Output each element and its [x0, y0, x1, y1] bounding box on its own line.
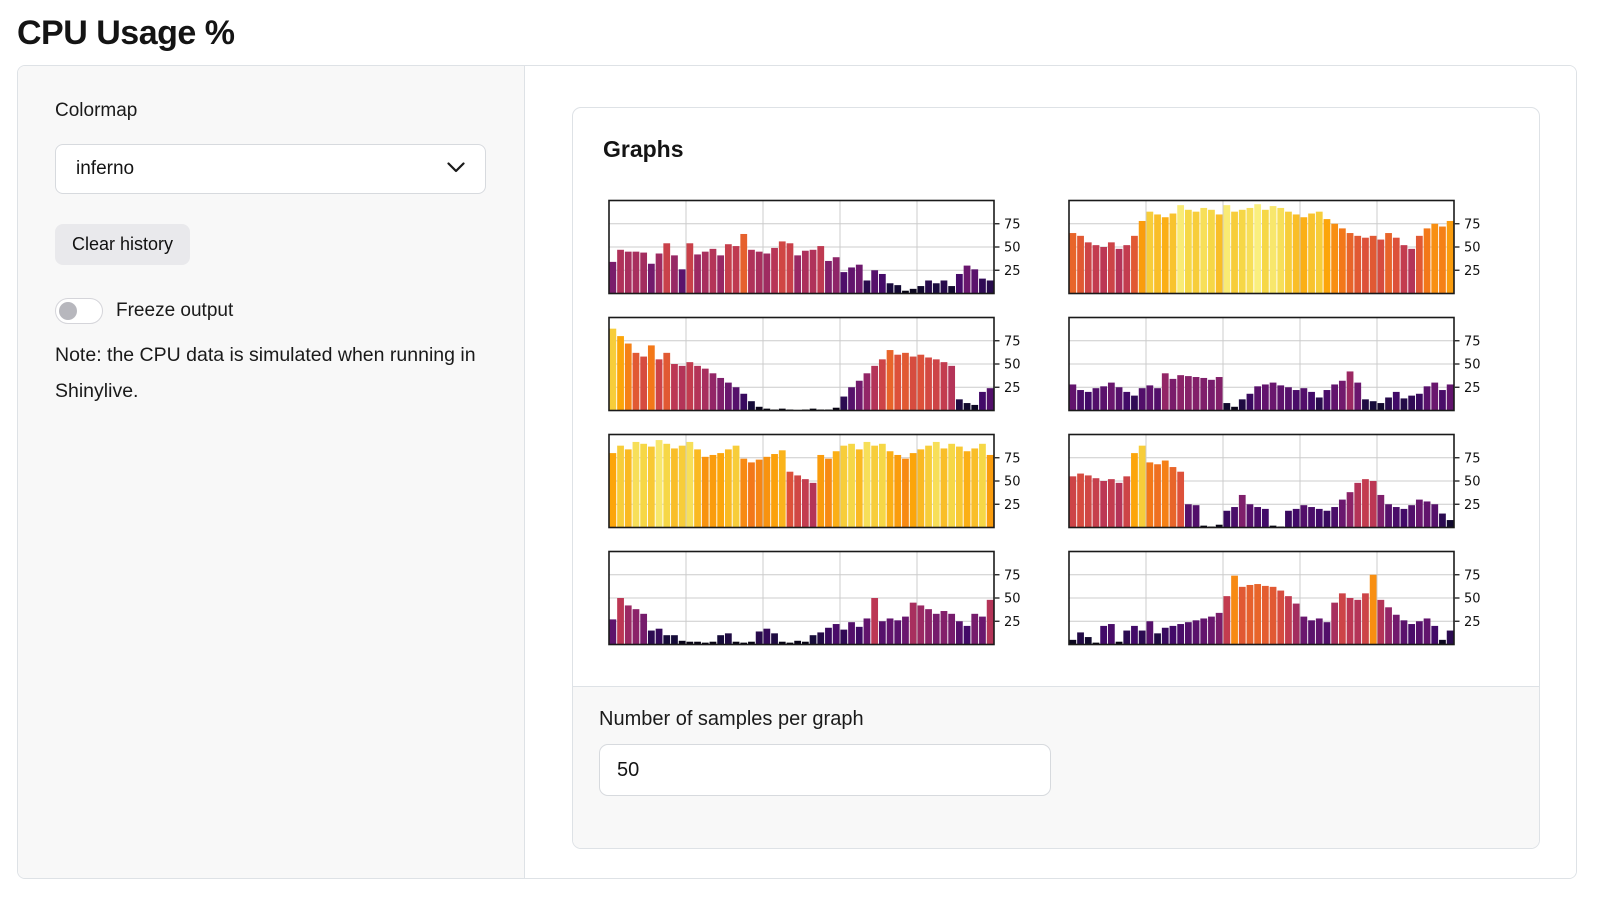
svg-text:75: 75: [1004, 217, 1021, 232]
svg-text:75: 75: [1004, 334, 1021, 349]
svg-text:25: 25: [1464, 381, 1481, 396]
samples-label: Number of samples per graph: [599, 708, 864, 730]
cpu-graph: 25 50 75: [599, 199, 1037, 295]
svg-text:25: 25: [1004, 498, 1021, 513]
graphs-card: Graphs 25 50 75 25 50 75 25 50 75 25 50 75 25 50 7…: [572, 107, 1540, 849]
sidebar-layout: Colormap inferno Clear history Freeze ou…: [17, 65, 1577, 879]
chevron-down-icon: [447, 160, 465, 178]
svg-text:25: 25: [1464, 498, 1481, 513]
svg-text:25: 25: [1004, 264, 1021, 279]
graphs-card-body: Graphs 25 50 75 25 50 75 25 50 75 25 50 75 25 50 7…: [573, 108, 1539, 686]
svg-text:75: 75: [1464, 334, 1481, 349]
svg-text:50: 50: [1464, 592, 1481, 607]
page-title: CPU Usage %: [17, 14, 235, 52]
cpu-graph: 25 50 75: [599, 316, 1037, 412]
svg-text:25: 25: [1464, 264, 1481, 279]
svg-text:75: 75: [1464, 568, 1481, 583]
svg-text:50: 50: [1464, 475, 1481, 490]
svg-text:50: 50: [1004, 241, 1021, 256]
charts-grid: 25 50 75 25 50 75 25 50 75 25 50 75 25 50 75 25 50 7…: [599, 199, 1513, 646]
freeze-output-row: Freeze output: [55, 298, 487, 324]
cpu-graph: 25 50 75: [1059, 550, 1497, 646]
colormap-select[interactable]: inferno: [55, 144, 486, 194]
note-text: Note: the CPU data is simulated when run…: [55, 344, 476, 402]
colormap-select-value: inferno: [76, 158, 135, 179]
cpu-graph: 25 50 75: [599, 433, 1037, 529]
svg-text:50: 50: [1004, 592, 1021, 607]
svg-text:25: 25: [1004, 615, 1021, 630]
clear-history-button[interactable]: Clear history: [55, 224, 191, 265]
cpu-graph: 25 50 75: [1059, 316, 1497, 412]
cpu-graph: 25 50 75: [1059, 199, 1497, 295]
svg-text:50: 50: [1464, 241, 1481, 256]
main-panel: Graphs 25 50 75 25 50 75 25 50 75 25 50 75 25 50 7…: [525, 66, 1576, 878]
cpu-graph: 25 50 75: [599, 550, 1037, 646]
svg-text:50: 50: [1464, 358, 1481, 373]
card-title: Graphs: [603, 136, 684, 162]
svg-text:50: 50: [1004, 475, 1021, 490]
freeze-output-toggle[interactable]: [55, 298, 103, 324]
card-footer: Number of samples per graph: [573, 686, 1539, 848]
cpu-graph: 25 50 75: [1059, 433, 1497, 529]
samples-input[interactable]: [599, 744, 1051, 796]
svg-text:75: 75: [1464, 217, 1481, 232]
svg-text:75: 75: [1004, 451, 1021, 466]
svg-text:25: 25: [1464, 615, 1481, 630]
svg-text:75: 75: [1464, 451, 1481, 466]
svg-text:50: 50: [1004, 358, 1021, 373]
svg-text:25: 25: [1004, 381, 1021, 396]
colormap-label: Colormap: [55, 100, 138, 121]
freeze-output-label: Freeze output: [116, 300, 234, 321]
svg-text:75: 75: [1004, 568, 1021, 583]
sidebar: Colormap inferno Clear history Freeze ou…: [18, 66, 525, 878]
toggle-knob-icon: [59, 302, 77, 320]
